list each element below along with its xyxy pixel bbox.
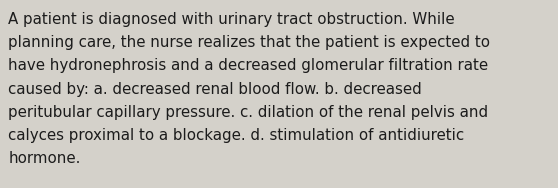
Text: caused by: a. decreased renal blood flow. b. decreased: caused by: a. decreased renal blood flow…	[8, 82, 422, 97]
Text: planning care, the nurse realizes that the patient is expected to: planning care, the nurse realizes that t…	[8, 35, 490, 50]
Text: A patient is diagnosed with urinary tract obstruction. While: A patient is diagnosed with urinary trac…	[8, 12, 455, 27]
Text: hormone.: hormone.	[8, 151, 81, 166]
Text: peritubular capillary pressure. c. dilation of the renal pelvis and: peritubular capillary pressure. c. dilat…	[8, 105, 488, 120]
Text: calyces proximal to a blockage. d. stimulation of antidiuretic: calyces proximal to a blockage. d. stimu…	[8, 128, 464, 143]
Text: have hydronephrosis and a decreased glomerular filtration rate: have hydronephrosis and a decreased glom…	[8, 58, 488, 74]
